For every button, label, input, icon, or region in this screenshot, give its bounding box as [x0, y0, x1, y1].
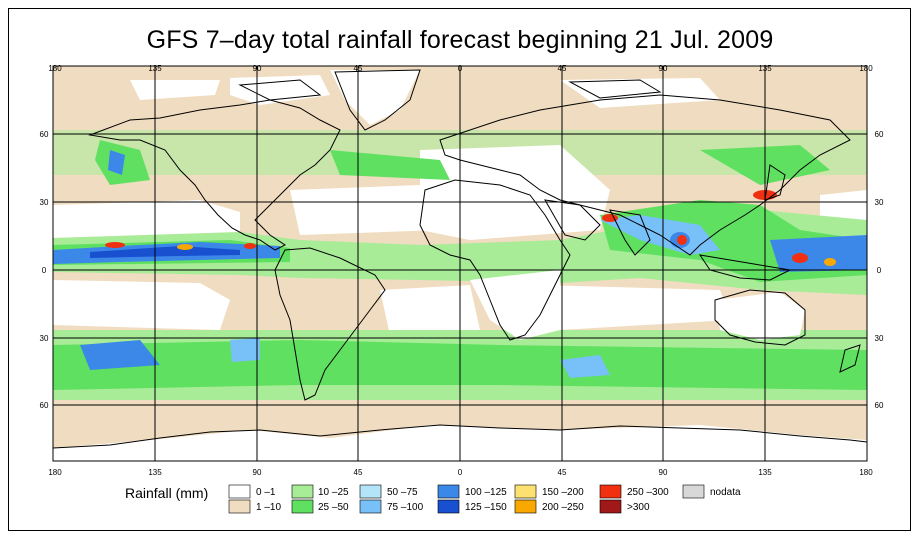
lon-labels-bottom: 180 135 90 45 0 45 90 135 180 — [48, 468, 873, 477]
legend-swatch — [599, 484, 622, 499]
lat-label-right: 60 — [875, 401, 884, 410]
lat-label-right: 30 — [875, 334, 884, 343]
legend-swatch — [228, 484, 251, 499]
legend-swatch — [514, 499, 537, 514]
lat-label-right: 60 — [875, 130, 884, 139]
coastlines — [53, 69, 867, 449]
graticule — [53, 66, 867, 461]
legend-label: 10 –25 — [318, 487, 349, 498]
legend-swatch — [359, 499, 382, 514]
lon-label-top: 180 — [48, 64, 62, 73]
legend-label: 25 –50 — [318, 502, 349, 513]
legend-label: 50 –75 — [387, 487, 418, 498]
lon-label-bottom: 180 — [859, 468, 873, 477]
lon-label-top: 135 — [148, 64, 162, 73]
lat-label-right: 0 — [877, 266, 882, 275]
lon-labels-top: 180 135 90 45 0 45 90 135 180 — [48, 64, 873, 73]
legend-swatch — [437, 499, 460, 514]
legend-title: Rainfall (mm) — [125, 485, 208, 501]
legend-label: 100 –125 — [465, 487, 507, 498]
legend: Rainfall (mm) 0 –1 1 –10 10 –25 25 –50 5… — [125, 484, 741, 514]
legend-label: 0 –1 — [256, 487, 276, 498]
legend-swatch — [291, 484, 314, 499]
lon-label-bottom: 90 — [253, 468, 262, 477]
legend-swatch — [291, 499, 314, 514]
legend-label: 1 –10 — [256, 502, 281, 513]
lon-label-top: 90 — [659, 64, 668, 73]
legend-label: 125 –150 — [465, 502, 507, 513]
legend-swatch — [359, 484, 382, 499]
map-title: GFS 7–day total rainfall forecast beginn… — [146, 26, 774, 54]
lon-label-top: 0 — [458, 64, 463, 73]
legend-swatch — [437, 484, 460, 499]
lat-label-left: 0 — [42, 266, 47, 275]
lon-label-top: 45 — [354, 64, 363, 73]
lon-label-bottom: 0 — [458, 468, 463, 477]
lon-label-bottom: 180 — [48, 468, 62, 477]
lat-label-left: 60 — [40, 130, 49, 139]
lon-label-bottom: 90 — [659, 468, 668, 477]
lon-label-bottom: 45 — [354, 468, 363, 477]
legend-swatch — [228, 499, 251, 514]
lat-labels-right: 60 30 0 30 60 — [875, 130, 884, 410]
lon-label-bottom: 45 — [558, 468, 567, 477]
legend-swatch — [599, 499, 622, 514]
legend-label: nodata — [710, 487, 741, 498]
legend-label: >300 — [627, 502, 650, 513]
lon-label-top: 90 — [253, 64, 262, 73]
lat-label-left: 30 — [40, 198, 49, 207]
lon-label-top: 135 — [758, 64, 772, 73]
lon-label-bottom: 135 — [148, 468, 162, 477]
lon-label-top: 180 — [859, 64, 873, 73]
lon-label-bottom: 135 — [758, 468, 772, 477]
legend-swatch — [514, 484, 537, 499]
lat-labels-left: 60 30 0 30 60 — [40, 130, 49, 410]
lat-label-right: 30 — [875, 198, 884, 207]
lat-label-left: 30 — [40, 334, 49, 343]
figure-border — [8, 8, 911, 531]
legend-label: 250 –300 — [627, 487, 669, 498]
lon-label-top: 45 — [558, 64, 567, 73]
legend-label: 200 –250 — [542, 502, 584, 513]
legend-swatch — [682, 484, 705, 499]
lat-label-left: 60 — [40, 401, 49, 410]
legend-label: 75 –100 — [387, 502, 424, 513]
map-border — [52, 65, 868, 462]
legend-label: 150 –200 — [542, 487, 584, 498]
